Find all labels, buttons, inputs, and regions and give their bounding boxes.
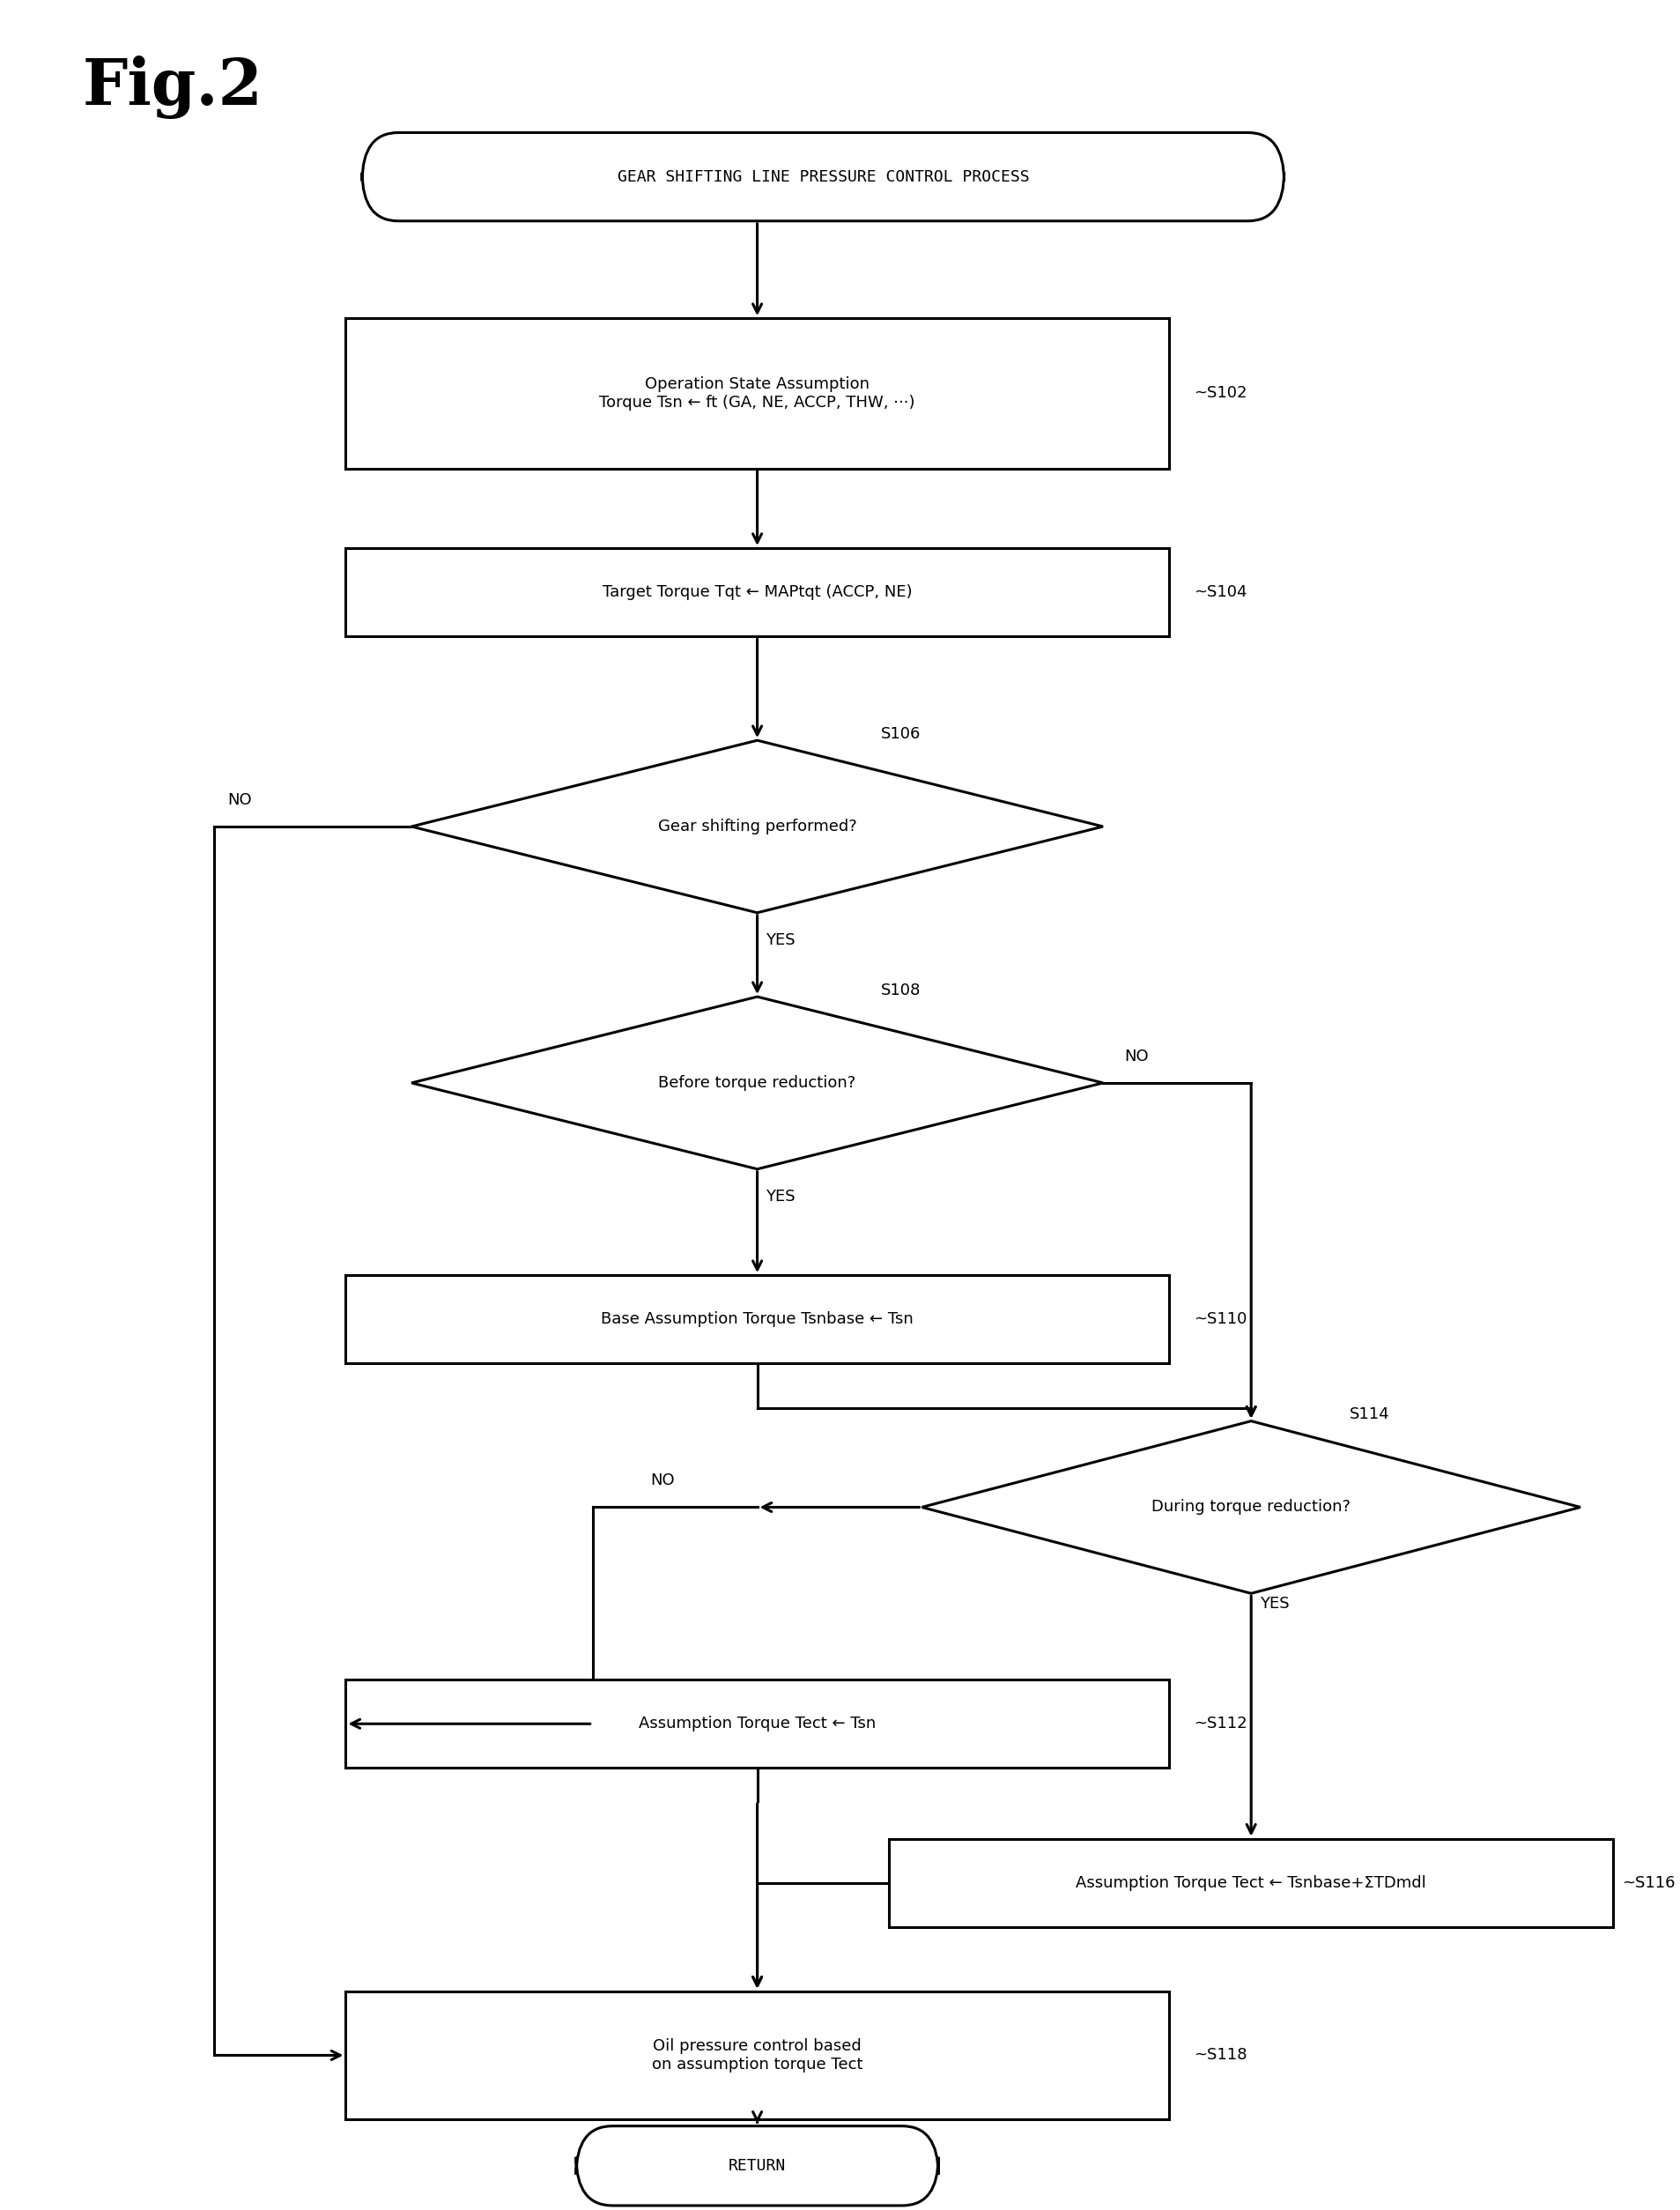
Text: Gear shifting performed?: Gear shifting performed?: [659, 818, 857, 835]
Text: NO: NO: [1124, 1048, 1149, 1065]
FancyBboxPatch shape: [346, 1991, 1169, 2119]
Text: Oil pressure control based
on assumption torque Tect: Oil pressure control based on assumption…: [652, 2038, 864, 2073]
FancyBboxPatch shape: [346, 1680, 1169, 1768]
Text: ~S110: ~S110: [1193, 1311, 1247, 1328]
Text: Operation State Assumption
Torque Tsn ← ft (GA, NE, ACCP, THW, ···): Operation State Assumption Torque Tsn ← …: [600, 376, 916, 411]
Polygon shape: [412, 740, 1104, 913]
Text: ~S118: ~S118: [1193, 2046, 1247, 2064]
Text: S114: S114: [1351, 1406, 1389, 1423]
Text: Assumption Torque Tect ← Tsnbase+ΣTDmdl: Assumption Torque Tect ← Tsnbase+ΣTDmdl: [1075, 1874, 1426, 1892]
FancyBboxPatch shape: [346, 548, 1169, 636]
Text: GEAR SHIFTING LINE PRESSURE CONTROL PROCESS: GEAR SHIFTING LINE PRESSURE CONTROL PROC…: [617, 168, 1030, 186]
Text: ~S116: ~S116: [1621, 1874, 1675, 1892]
FancyBboxPatch shape: [346, 318, 1169, 469]
Text: YES: YES: [766, 933, 795, 948]
Text: S108: S108: [880, 981, 921, 999]
Text: NO: NO: [227, 791, 252, 809]
Text: YES: YES: [766, 1189, 795, 1204]
Text: Base Assumption Torque Tsnbase ← Tsn: Base Assumption Torque Tsnbase ← Tsn: [601, 1311, 914, 1328]
Text: Fig.2: Fig.2: [82, 55, 262, 119]
Text: NO: NO: [650, 1472, 675, 1490]
Text: During torque reduction?: During torque reduction?: [1151, 1498, 1351, 1516]
Text: ~S104: ~S104: [1193, 583, 1247, 601]
FancyBboxPatch shape: [889, 1839, 1613, 1927]
Text: RETURN: RETURN: [729, 2157, 786, 2175]
Polygon shape: [412, 997, 1104, 1169]
Text: Target Torque Tqt ← MAPtqt (ACCP, NE): Target Torque Tqt ← MAPtqt (ACCP, NE): [603, 583, 912, 601]
Polygon shape: [922, 1421, 1581, 1593]
FancyBboxPatch shape: [346, 1275, 1169, 1364]
Text: Assumption Torque Tect ← Tsn: Assumption Torque Tect ← Tsn: [638, 1715, 875, 1733]
Text: YES: YES: [1260, 1596, 1289, 1611]
Text: S106: S106: [880, 725, 921, 743]
Text: Before torque reduction?: Before torque reduction?: [659, 1074, 857, 1092]
Text: ~S112: ~S112: [1193, 1715, 1247, 1733]
FancyBboxPatch shape: [363, 133, 1284, 221]
Text: ~S102: ~S102: [1193, 385, 1247, 402]
FancyBboxPatch shape: [576, 2126, 939, 2206]
